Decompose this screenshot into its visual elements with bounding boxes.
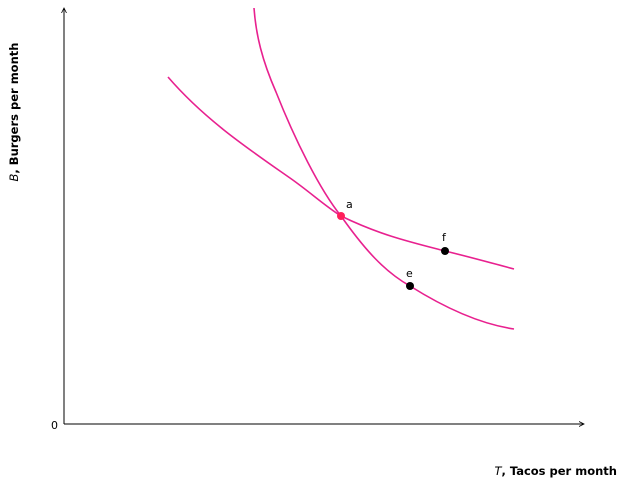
point-a bbox=[337, 212, 345, 220]
point-a-label: a bbox=[346, 198, 353, 211]
y-axis-variable: B bbox=[7, 173, 21, 181]
indifference-curve-ae bbox=[253, 7, 515, 330]
point-e bbox=[406, 282, 414, 290]
x-axis-label: , Tacos per month bbox=[501, 464, 617, 478]
y-axis-title: B, Burgers per month bbox=[7, 43, 21, 182]
origin-label: 0 bbox=[51, 419, 58, 432]
x-axis-title: T, Tacos per month bbox=[494, 464, 617, 478]
y-axis-label: , Burgers per month bbox=[7, 43, 21, 174]
point-f bbox=[441, 247, 449, 255]
point-f-label: f bbox=[442, 231, 447, 244]
indifference-curve-af bbox=[167, 76, 515, 270]
x-axis-variable: T bbox=[494, 464, 502, 478]
point-e-label: e bbox=[406, 267, 413, 280]
